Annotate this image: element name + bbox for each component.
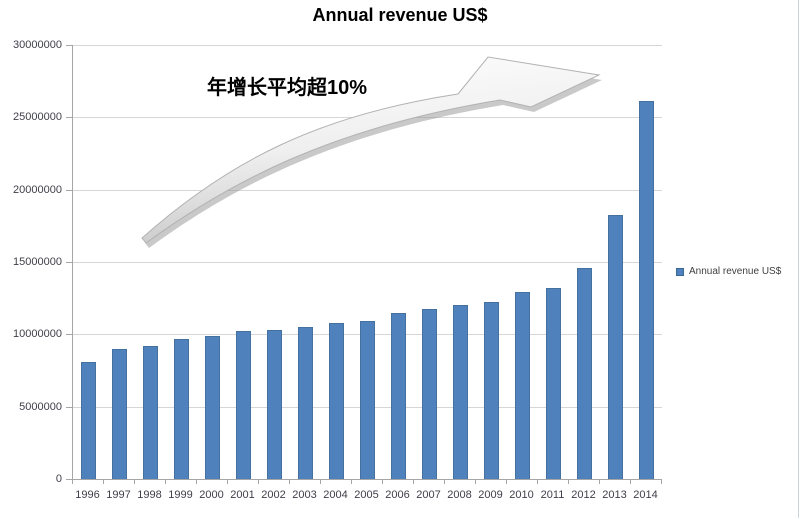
plot-area [72,45,662,480]
y-tick [66,334,72,336]
y-tick-label-30000000: 30000000 [13,39,62,51]
x-tick-label-1999: 1999 [168,489,193,501]
legend-label: Annual revenue US$ [689,266,782,277]
x-tick-label-2004: 2004 [323,489,348,501]
y-tick [66,45,72,46]
gridline-30000000 [73,45,662,46]
x-tick [72,480,73,484]
bar-2009 [484,302,499,479]
y-tick-label-5000000: 5000000 [19,400,62,413]
legend-swatch-icon [676,267,684,276]
bar-2005 [360,321,375,479]
growth-annotation: 年增长平均超10% [207,77,368,99]
gridline-25000000 [73,117,662,119]
y-tick [66,479,72,480]
x-tick [661,480,662,484]
y-tick-label-0: 0 [55,473,62,485]
bar-2012 [577,268,592,479]
x-tick-label-2008: 2008 [447,489,472,501]
bar-2006 [391,313,406,479]
bar-1996 [81,362,96,479]
y-tick [66,406,72,408]
y-tick [66,189,72,191]
x-tick [103,480,104,484]
chart-title: Annual revenue US$ [312,5,488,25]
gridline-15000000 [73,262,662,263]
x-tick-label-2012: 2012 [571,489,596,501]
bar-1998 [143,346,158,479]
x-tick-label-1997: 1997 [106,489,131,501]
x-tick [630,480,631,484]
bar-2004 [329,323,344,479]
x-tick [320,480,321,484]
y-tick-label-15000000: 15000000 [13,256,62,268]
bar-1997 [112,349,127,479]
x-tick [413,480,414,484]
y-axis-labels: 0 5000000 10000000 15000000 20000000 25000000… [0,0,64,518]
y-tick [66,262,72,263]
x-tick [134,480,135,484]
x-tick [227,480,228,484]
x-tick-label-2005: 2005 [354,489,379,501]
x-tick [506,480,507,484]
bar-2008 [453,305,468,479]
bar-2001 [236,331,251,479]
bar-2013 [608,215,623,479]
x-tick-label-1998: 1998 [137,489,162,501]
x-tick [258,480,259,484]
x-tick-label-2006: 2006 [385,489,410,501]
x-tick-label-2000: 2000 [199,489,224,501]
gridline-20000000 [73,189,662,191]
x-tick [351,480,352,484]
x-tick-label-2014: 2014 [633,489,658,501]
x-tick-label-2001: 2001 [230,489,255,501]
x-tick [289,480,290,484]
bar-2002 [267,330,282,479]
x-tick [568,480,569,484]
x-tick [599,480,600,484]
x-tick [165,480,166,484]
bar-2011 [546,288,561,479]
x-tick [444,480,445,484]
y-tick-label-20000000: 20000000 [13,183,62,196]
y-tick-label-25000000: 25000000 [13,111,62,124]
legend: Annual revenue US$ [676,266,781,277]
bar-1999 [174,339,189,479]
x-tick-label-2010: 2010 [509,489,534,501]
bar-2000 [205,336,220,479]
x-tick-label-2013: 2013 [602,489,627,501]
y-tick-label-10000000: 10000000 [13,328,62,341]
x-tick-label-2009: 2009 [478,489,503,501]
bar-2003 [298,327,313,479]
x-tick-label-1996: 1996 [75,489,100,501]
x-tick [196,480,197,484]
x-tick-label-2007: 2007 [416,489,441,501]
x-tick-label-2003: 2003 [292,489,317,501]
x-tick-label-2002: 2002 [261,489,286,501]
x-tick [382,480,383,484]
x-tick [475,480,476,484]
y-tick [66,117,72,119]
x-tick [537,480,538,484]
bar-2007 [422,309,437,479]
bar-2014 [639,101,654,479]
bar-2010 [515,292,530,479]
x-tick-label-2011: 2011 [540,489,565,501]
chart-border-right [798,0,799,518]
